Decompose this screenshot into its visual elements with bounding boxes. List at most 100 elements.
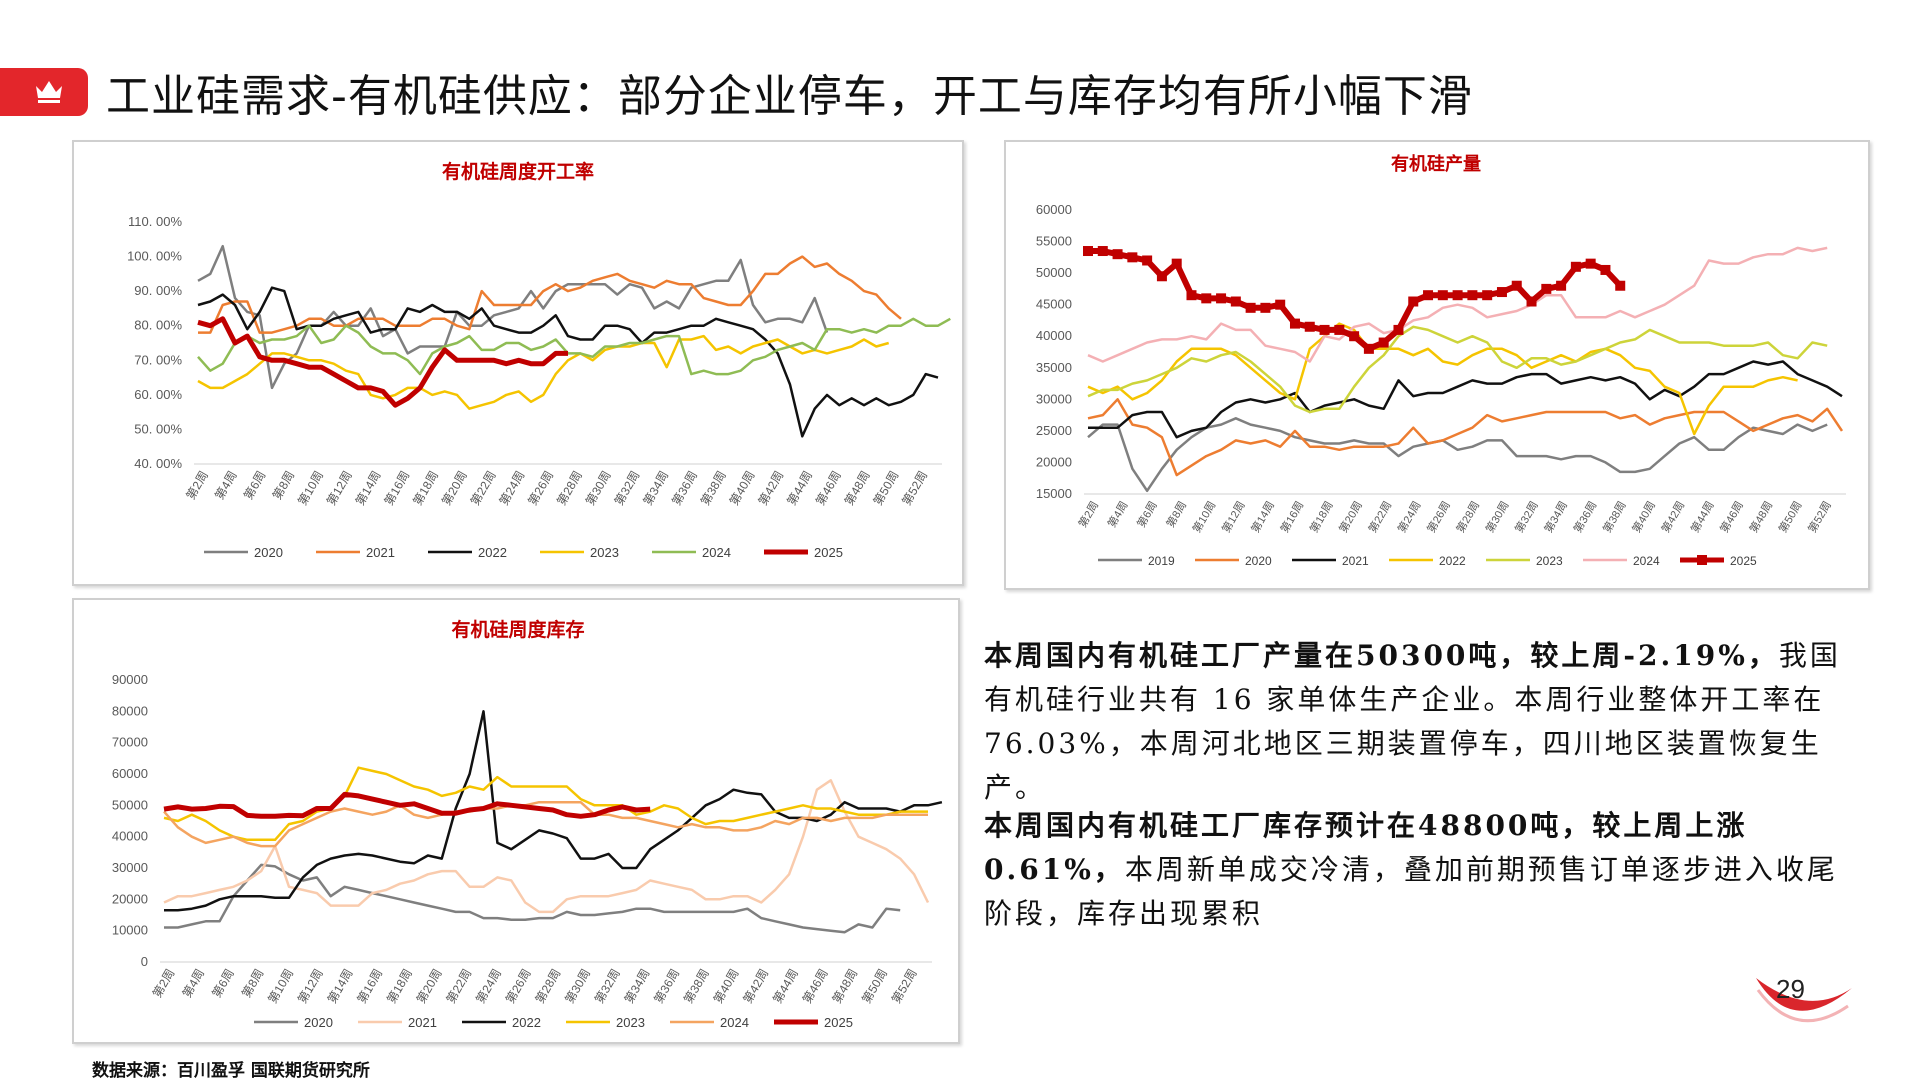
- x-tick-label: 第4周: [180, 967, 207, 1001]
- data-source: 数据来源：百川盈孚 国联期货研究所: [92, 1061, 370, 1081]
- x-tick-label: 第44周: [784, 469, 815, 508]
- x-tick-label: 第22周: [444, 967, 475, 1006]
- series-marker-2025: [1378, 337, 1389, 348]
- x-tick-label: 第36周: [669, 469, 700, 508]
- legend-label-2022: 2022: [1439, 554, 1466, 568]
- x-tick-label: 第48周: [842, 469, 873, 508]
- series-marker-2025: [1437, 290, 1448, 301]
- x-tick-label: 第32周: [1512, 499, 1541, 536]
- x-tick-label: 第24周: [1394, 499, 1423, 536]
- chart-panel-operating-rate: 有机硅周度开工率 40. 00% 50. 00% 60. 00% 70. 00% 80. …: [72, 140, 964, 586]
- y-tick-label: 80000: [112, 703, 148, 718]
- x-tick-label: 第18周: [1306, 499, 1335, 536]
- series-marker-2025: [1216, 293, 1227, 304]
- chart-panel-inventory: 有机硅周度库存 0 10000 20000 30000 40000 50000 60000 70…: [72, 598, 960, 1044]
- header-crown-badge: [0, 68, 88, 116]
- x-tick-label: 第30周: [1482, 499, 1511, 536]
- series-marker-2025: [1319, 324, 1330, 335]
- y-tick-label: 10000: [112, 923, 148, 938]
- x-tick-label: 第48周: [830, 967, 861, 1006]
- x-tick-label: 第38周: [1600, 499, 1629, 536]
- series-line-2024: [197, 317, 951, 376]
- series-marker-2025: [1097, 246, 1108, 257]
- y-tick-label: 0: [141, 954, 148, 969]
- series-marker-2025: [1112, 249, 1123, 260]
- series-marker-2025: [1496, 287, 1507, 298]
- y-tick-label: 20000: [1036, 454, 1072, 469]
- y-tick-label: 45000: [1036, 297, 1072, 312]
- page-number-swoosh: [1756, 978, 1852, 1023]
- series-marker-2025: [1186, 290, 1197, 301]
- series-marker-2025: [1600, 264, 1611, 275]
- x-tick-label: 第8周: [239, 967, 266, 1001]
- series-line-2021: [1088, 360, 1843, 439]
- series-marker-2025: [1452, 290, 1463, 301]
- x-tick-label: 第46周: [1717, 499, 1746, 536]
- legend-label-2021: 2021: [1342, 554, 1369, 568]
- y-tick-label: 70000: [112, 735, 148, 750]
- series-marker-2025: [1142, 255, 1153, 266]
- x-tick-label: 第12周: [1219, 499, 1248, 536]
- series-marker-2025: [1482, 290, 1493, 301]
- series-line-2020: [1087, 398, 1844, 477]
- x-tick-label: 第26周: [525, 468, 556, 507]
- x-tick-label: 第34周: [622, 967, 653, 1006]
- chart-title: 有机硅周度开工率: [442, 160, 594, 183]
- inventory-summary-lead: 本周国内有机硅工厂库存预计在48800吨，较上周上涨0.61%，: [984, 809, 1748, 886]
- series-marker-2025: [1408, 296, 1419, 307]
- x-tick-label: 第20周: [1336, 499, 1365, 536]
- x-tick-label: 第4周: [1104, 499, 1130, 530]
- x-tick-label: 第28周: [1453, 499, 1482, 536]
- series-line-2023: [197, 334, 890, 410]
- x-tick-label: 第50周: [859, 967, 890, 1006]
- x-tick-label: 第14周: [325, 967, 356, 1006]
- y-tick-label: 25000: [1036, 423, 1072, 438]
- legend-label-2021: 2021: [408, 1015, 437, 1030]
- series-marker-2025: [1349, 331, 1360, 342]
- series-line-2024: [1087, 246, 1828, 363]
- chart-title: 有机硅周度库存: [451, 618, 584, 641]
- y-tick-label: 60000: [112, 766, 148, 781]
- production-summary-lead: 本周国内有机硅工厂产量在50300吨，较上周-2.19%，: [984, 639, 1779, 672]
- legend-label-2020: 2020: [1245, 554, 1272, 568]
- y-tick-label: 40000: [1036, 328, 1072, 343]
- series-marker-2025: [1393, 324, 1404, 335]
- x-tick-label: 第24周: [473, 967, 504, 1006]
- series-line-2024: [163, 800, 928, 848]
- x-tick-label: 第52周: [899, 469, 930, 508]
- x-tick-label: 第22周: [1365, 499, 1394, 536]
- x-tick-label: 第12周: [324, 469, 355, 508]
- x-tick-label: 第6周: [241, 469, 268, 503]
- legend-label-2023: 2023: [590, 545, 619, 560]
- x-tick-label: 第8周: [270, 469, 297, 503]
- x-tick-label: 第52周: [889, 967, 920, 1006]
- x-tick-label: 第16周: [354, 967, 385, 1006]
- y-tick-label: 80. 00%: [134, 318, 182, 333]
- y-tick-label: 50000: [1036, 265, 1072, 280]
- x-tick-label: 第46周: [800, 967, 831, 1006]
- series-marker-2025: [1127, 252, 1138, 263]
- y-tick-label: 35000: [1036, 360, 1072, 375]
- series-marker-2025: [1541, 283, 1552, 294]
- x-tick-label: 第50周: [871, 469, 902, 508]
- series-marker-2025: [1467, 290, 1478, 301]
- x-tick-label: 第32周: [592, 967, 623, 1006]
- x-tick-label: 第8周: [1163, 499, 1189, 530]
- series-marker-2025: [1363, 343, 1374, 354]
- legend-label-2024: 2024: [1633, 554, 1660, 568]
- y-tick-label: 55000: [1036, 234, 1072, 249]
- x-tick-label: 第2周: [1075, 499, 1101, 530]
- series-line-2019: [1087, 417, 1828, 493]
- y-tick-label: 60000: [1036, 202, 1072, 217]
- y-tick-label: 50000: [112, 797, 148, 812]
- x-tick-label: 第32周: [612, 469, 643, 508]
- chart-panel-production: 有机硅产量 15000 20000 25000 30000 35000 40000 45000…: [1004, 140, 1870, 590]
- legend-label-2024: 2024: [702, 545, 731, 560]
- x-tick-label: 第28周: [533, 967, 564, 1006]
- x-tick-label: 第36周: [651, 967, 682, 1006]
- series-marker-2025: [1511, 280, 1522, 291]
- x-tick-label: 第38周: [681, 967, 712, 1006]
- series-line-2025: [163, 791, 651, 819]
- production-chart: 有机硅产量 15000 20000 25000 30000 35000 40000 45000…: [1036, 153, 1846, 568]
- x-tick-label: 第40周: [727, 469, 758, 508]
